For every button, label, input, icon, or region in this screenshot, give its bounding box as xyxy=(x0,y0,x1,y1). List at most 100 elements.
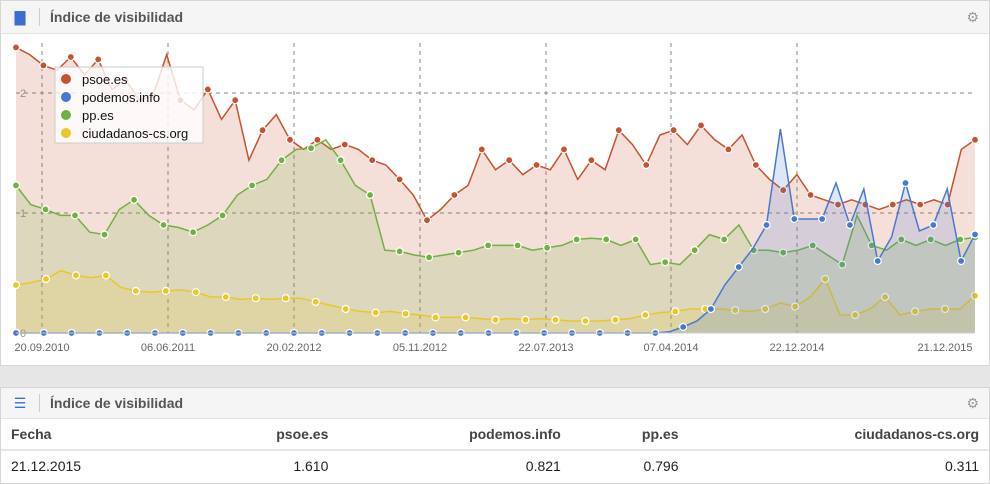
data-point xyxy=(642,160,651,170)
col-psoe: psoe.es xyxy=(188,419,339,451)
data-point xyxy=(661,258,670,267)
legend-label: pp.es xyxy=(82,108,114,123)
data-point xyxy=(94,55,103,64)
table-panel: ☰ Índice de visibilidad ⚙ Fecha psoe.es … xyxy=(0,387,990,484)
data-point xyxy=(188,228,198,237)
col-podemos: podemos.info xyxy=(338,419,571,451)
cell-pp: 0.796 xyxy=(643,458,679,474)
series-area-ciudadanos-cs.org xyxy=(16,270,975,333)
data-point xyxy=(808,241,817,250)
x-tick-label: 21.12.2015 xyxy=(917,342,972,354)
data-point xyxy=(450,190,459,200)
data-point xyxy=(395,247,404,256)
data-point xyxy=(720,235,729,244)
series-area-podemos.info xyxy=(16,129,975,333)
data-point xyxy=(970,230,980,239)
data-point xyxy=(311,297,320,306)
data-point xyxy=(873,256,882,266)
col-ciudadanos: ciudadanos-cs.org xyxy=(688,419,989,451)
y-tick-label: 0 xyxy=(20,328,26,340)
data-point xyxy=(696,121,706,130)
data-point xyxy=(277,156,286,165)
data-point xyxy=(762,220,771,230)
list-icon[interactable]: ☰ xyxy=(13,394,27,411)
data-point xyxy=(521,315,530,324)
gear-icon[interactable]: ⚙ xyxy=(966,8,979,25)
data-point xyxy=(880,292,890,302)
data-point xyxy=(806,190,815,200)
col-date: Fecha xyxy=(1,419,189,451)
chart-title: Índice de visibilidad xyxy=(50,9,184,25)
data-point xyxy=(845,220,855,230)
legend-box xyxy=(54,66,204,144)
data-point xyxy=(454,248,463,257)
data-point xyxy=(221,292,230,302)
table-row: 21.12.2015 1.610 0.821 0.796 0.311 xyxy=(1,450,989,481)
data-point xyxy=(66,52,75,62)
data-point xyxy=(341,304,350,314)
data-point xyxy=(100,230,109,239)
data-point xyxy=(41,274,51,284)
data-point xyxy=(39,61,48,70)
visibility-chart: 0 1 2 20.09.2010 06.06.2011 20.02.2012 05.11.2… xyxy=(11,43,980,354)
cell-podemos: 0.821 xyxy=(525,458,561,474)
data-point xyxy=(671,307,680,316)
x-tick-label: 20.09.2010 xyxy=(14,342,69,354)
data-point xyxy=(159,220,168,230)
data-point xyxy=(910,307,920,316)
divider xyxy=(39,394,40,412)
data-point xyxy=(897,235,906,244)
data-point xyxy=(365,190,375,200)
data-point xyxy=(929,220,938,230)
data-point xyxy=(559,145,569,154)
data-point xyxy=(572,235,581,244)
data-point xyxy=(581,316,590,326)
data-point xyxy=(901,178,910,188)
data-point xyxy=(779,186,788,195)
gear-icon[interactable]: ⚙ xyxy=(966,394,979,411)
data-point xyxy=(203,85,212,94)
data-point xyxy=(505,156,514,165)
data-point xyxy=(957,256,966,266)
legend-marker xyxy=(61,74,71,84)
y-tick-label: 1 xyxy=(20,208,26,220)
bar-chart-icon[interactable]: ▇ xyxy=(14,8,26,25)
data-point xyxy=(461,313,470,322)
data-point xyxy=(669,126,678,135)
data-point xyxy=(513,241,522,250)
y-tick-label: 2 xyxy=(20,88,26,100)
data-point xyxy=(258,126,267,135)
data-point xyxy=(371,308,380,317)
series-area-psoe.es xyxy=(16,47,975,334)
legend: psoe.es podemos.info pp.es ciudadanos-cs.or… xyxy=(54,66,204,144)
x-tick-label: 22.07.2013 xyxy=(518,342,573,354)
data-point xyxy=(101,271,111,280)
data-point xyxy=(336,156,345,165)
data-point xyxy=(340,140,349,149)
data-point xyxy=(641,310,650,320)
data-point xyxy=(251,294,260,303)
data-point xyxy=(731,306,740,315)
data-point xyxy=(285,135,295,144)
data-point xyxy=(11,280,21,290)
cell-ciudadanos: 0.311 xyxy=(945,458,979,474)
data-point xyxy=(821,274,830,284)
data-point xyxy=(425,253,434,262)
series-area-pp.es xyxy=(16,139,975,333)
data-point xyxy=(477,145,486,154)
legend-label: ciudadanos-cs.org xyxy=(82,126,188,141)
cell-psoe: 1.610 xyxy=(293,458,329,474)
data-point xyxy=(631,235,640,244)
data-point xyxy=(679,322,688,332)
data-point xyxy=(543,243,552,252)
data-point xyxy=(484,241,493,250)
data-point xyxy=(611,315,620,324)
data-point xyxy=(218,211,227,220)
x-tick-label: 06.06.2011 xyxy=(141,342,195,354)
data-point xyxy=(970,135,980,144)
data-point xyxy=(587,156,596,165)
data-point xyxy=(491,315,500,324)
table-panel-header: ☰ Índice de visibilidad ⚙ xyxy=(1,388,989,419)
col-pp: pp.es xyxy=(570,419,689,451)
data-point xyxy=(306,144,316,153)
